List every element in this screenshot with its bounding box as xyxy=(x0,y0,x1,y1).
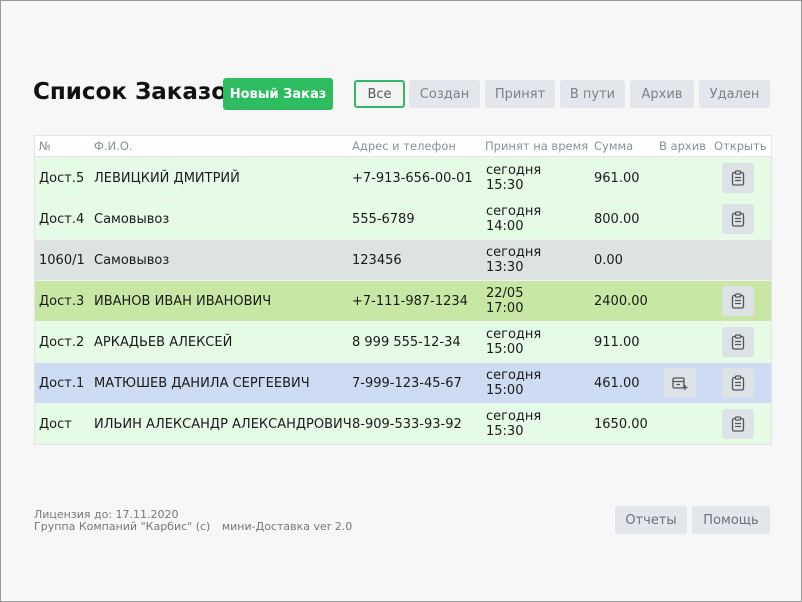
customer-phone: 123456 xyxy=(352,252,402,268)
column-header-sum: Сумма xyxy=(594,139,634,153)
delivery-day: сегодня xyxy=(486,368,542,383)
clipboard-icon xyxy=(731,293,745,309)
order-sum: 1650.00 xyxy=(594,416,648,432)
company-info: Группа Компаний "Карбис" (c) мини-Достав… xyxy=(34,520,352,533)
order-sum: 0.00 xyxy=(594,252,623,268)
clipboard-icon xyxy=(731,211,745,227)
column-header-time: Принят на время xyxy=(485,139,589,153)
delivery-time: сегодня 15:30 xyxy=(486,158,541,198)
archive-order-button[interactable] xyxy=(664,368,696,398)
order-sum: 800.00 xyxy=(594,211,640,227)
delivery-time: сегодня 14:00 xyxy=(486,199,541,239)
filter-in-transit-button[interactable]: В пути xyxy=(560,80,625,108)
table-row[interactable]: Дост.4 Самовывоз 555-6789 сегодня 14:00 … xyxy=(35,198,771,239)
reports-button[interactable]: Отчеты xyxy=(615,506,687,534)
open-order-button[interactable] xyxy=(722,204,754,234)
delivery-hour: 15:30 xyxy=(486,178,524,193)
table-header: № Ф.И.О. Адрес и телефон Принят на время… xyxy=(35,136,771,157)
delivery-hour: 15:00 xyxy=(486,342,524,357)
order-sum: 961.00 xyxy=(594,170,640,186)
delivery-day: 22/05 xyxy=(486,286,524,301)
open-order-button[interactable] xyxy=(722,163,754,193)
clipboard-icon xyxy=(731,375,745,391)
customer-name: ЛЕВИЦКИЙ ДМИТРИЙ xyxy=(94,170,240,186)
delivery-hour: 15:00 xyxy=(486,383,524,398)
column-header-name: Ф.И.О. xyxy=(94,139,133,153)
customer-phone: 8 999 555-12-34 xyxy=(352,334,461,350)
new-order-button[interactable]: Новый Заказ xyxy=(223,78,333,110)
clipboard-icon xyxy=(731,170,745,186)
archive-box-icon xyxy=(672,376,688,390)
filter-archive-button[interactable]: Архив xyxy=(630,80,694,108)
open-order-button[interactable] xyxy=(722,368,754,398)
order-number: Дост.3 xyxy=(39,293,85,309)
customer-phone: 555-6789 xyxy=(352,211,415,227)
table-row[interactable]: Дост ИЛЬИН АЛЕКСАНДР АЛЕКСАНДРОВИЧ 8-909… xyxy=(35,403,771,444)
delivery-day: сегодня xyxy=(486,204,542,219)
customer-name: МАТЮШЕВ ДАНИЛА СЕРГЕЕВИЧ xyxy=(94,375,310,391)
customer-name: Самовывоз xyxy=(94,211,170,227)
delivery-hour: 13:30 xyxy=(486,260,524,275)
customer-name: Самовывоз xyxy=(94,252,170,268)
filter-deleted-button[interactable]: Удален xyxy=(699,80,770,108)
page-title: Список Заказов xyxy=(33,79,242,105)
open-order-button[interactable] xyxy=(722,286,754,316)
license-info: Лицензия до: 17.11.2020 xyxy=(34,508,179,521)
order-sum: 2400.00 xyxy=(594,293,648,309)
help-button[interactable]: Помощь xyxy=(692,506,770,534)
filter-created-button[interactable]: Создан xyxy=(409,80,480,108)
table-row[interactable]: Дост.3 ИВАНОВ ИВАН ИВАНОВИЧ +7-111-987-1… xyxy=(35,280,771,321)
open-order-button[interactable] xyxy=(722,327,754,357)
order-number: Дост.4 xyxy=(39,211,85,227)
order-number: Дост.1 xyxy=(39,375,85,391)
orders-table: № Ф.И.О. Адрес и телефон Принят на время… xyxy=(34,135,772,445)
delivery-time: 22/05 17:00 xyxy=(486,281,523,321)
order-number: 1060/1 xyxy=(39,252,85,268)
delivery-time: сегодня 15:30 xyxy=(486,404,541,444)
delivery-day: сегодня xyxy=(486,327,542,342)
order-sum: 911.00 xyxy=(594,334,640,350)
filter-accepted-button[interactable]: Принят xyxy=(485,80,555,108)
delivery-hour: 17:00 xyxy=(486,301,524,316)
order-number: Дост.5 xyxy=(39,170,85,186)
customer-name: ИЛЬИН АЛЕКСАНДР АЛЕКСАНДРОВИЧ xyxy=(94,416,352,432)
customer-phone: 8-909-533-93-92 xyxy=(352,416,462,432)
open-order-button[interactable] xyxy=(722,409,754,439)
column-header-address: Адрес и телефон xyxy=(352,139,456,153)
customer-phone: +7-111-987-1234 xyxy=(352,293,468,309)
customer-name: ИВАНОВ ИВАН ИВАНОВИЧ xyxy=(94,293,272,309)
delivery-day: сегодня xyxy=(486,163,542,178)
column-header-number: № xyxy=(39,139,51,153)
app-version: мини-Доставка ver 2.0 xyxy=(221,520,353,533)
delivery-hour: 14:00 xyxy=(486,219,524,234)
column-header-open: Открыть xyxy=(714,139,767,153)
delivery-hour: 15:30 xyxy=(486,424,524,439)
delivery-day: сегодня xyxy=(486,409,542,424)
table-row[interactable]: Дост.2 АРКАДЬЕВ АЛЕКСЕЙ 8 999 555-12-34 … xyxy=(35,321,771,362)
company-name: Группа Компаний "Карбис" (c) xyxy=(34,520,211,533)
delivery-day: сегодня xyxy=(486,245,542,260)
table-row[interactable]: Дост.1 МАТЮШЕВ ДАНИЛА СЕРГЕЕВИЧ 7-999-12… xyxy=(35,362,771,403)
table-row[interactable]: Дост.5 ЛЕВИЦКИЙ ДМИТРИЙ +7-913-656-00-01… xyxy=(35,157,771,198)
clipboard-icon xyxy=(731,334,745,350)
customer-name: АРКАДЬЕВ АЛЕКСЕЙ xyxy=(94,334,233,350)
delivery-time: сегодня 15:00 xyxy=(486,363,541,403)
filter-all-button[interactable]: Все xyxy=(354,80,405,108)
order-number: Дост.2 xyxy=(39,334,85,350)
table-row[interactable]: 1060/1 Самовывоз 123456 сегодня 13:30 0.… xyxy=(35,239,771,280)
delivery-time: сегодня 13:30 xyxy=(486,240,541,280)
customer-phone: 7-999-123-45-67 xyxy=(352,375,462,391)
delivery-time: сегодня 15:00 xyxy=(486,322,541,362)
order-sum: 461.00 xyxy=(594,375,640,391)
customer-phone: +7-913-656-00-01 xyxy=(352,170,473,186)
clipboard-icon xyxy=(731,416,745,432)
column-header-archive: В архив xyxy=(659,139,706,153)
order-number: Дост xyxy=(39,416,72,432)
